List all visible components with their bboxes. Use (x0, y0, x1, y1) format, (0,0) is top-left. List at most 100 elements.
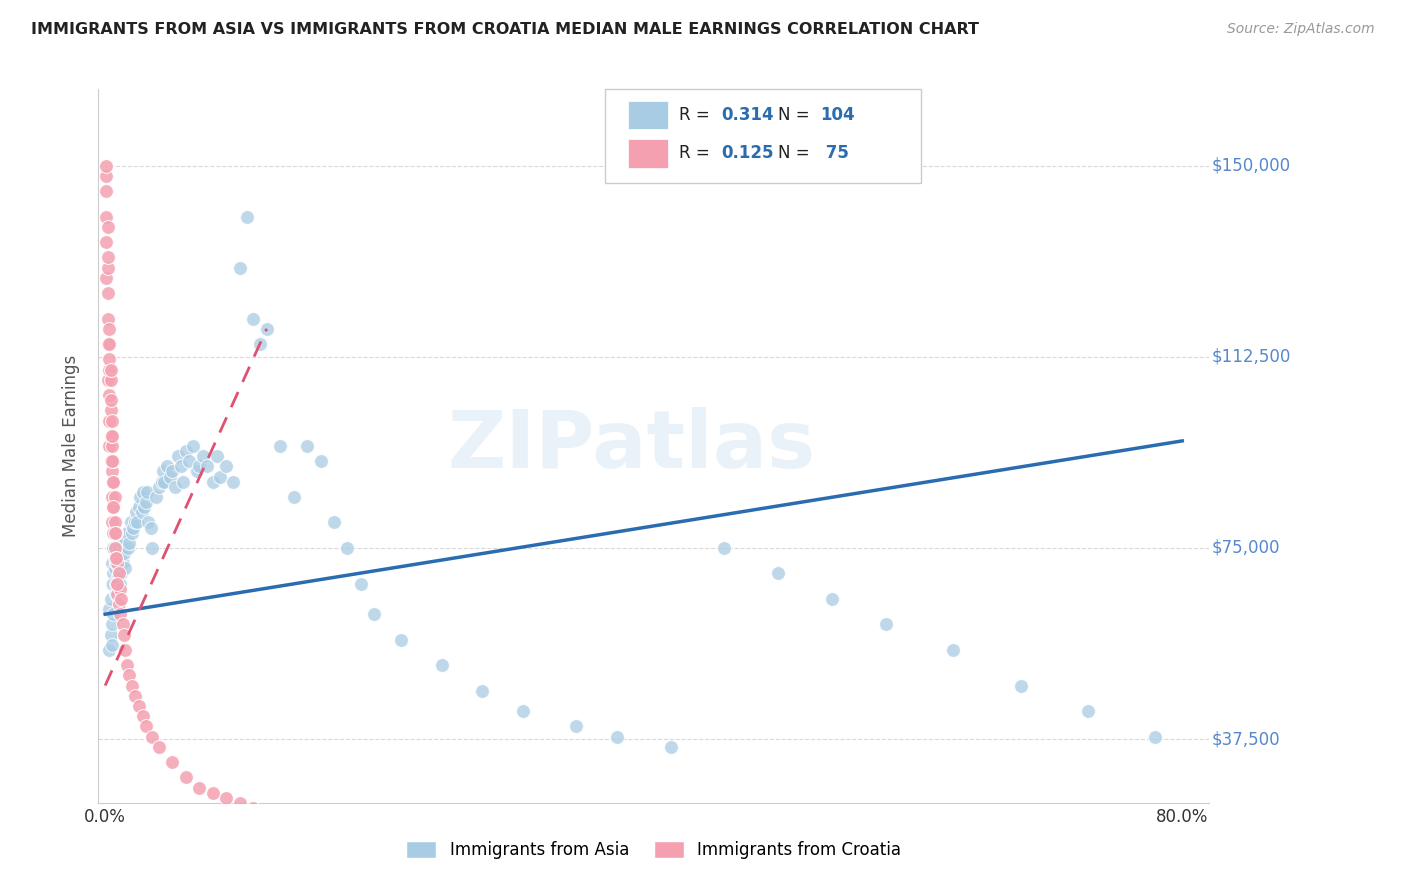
Legend: Immigrants from Asia, Immigrants from Croatia: Immigrants from Asia, Immigrants from Cr… (399, 834, 908, 866)
Point (768, 566, 790, 581)
Text: $150,000: $150,000 (1212, 157, 1291, 175)
Point (101, 454, 124, 468)
Point (112, 546, 135, 560)
Point (125, 505, 148, 519)
Point (103, 541, 125, 555)
Point (162, 755, 184, 769)
Point (101, 465, 124, 479)
Point (103, 475, 125, 489)
Point (193, 449, 215, 463)
Point (821, 591, 844, 606)
Point (100, 429, 122, 443)
Text: R =: R = (679, 145, 716, 162)
Point (139, 520, 162, 534)
Point (197, 459, 219, 474)
Point (103, 541, 125, 555)
Point (108, 582, 131, 596)
Point (145, 490, 167, 504)
Point (105, 556, 128, 570)
Point (389, 632, 412, 647)
Point (166, 449, 188, 463)
Point (97, 373, 120, 387)
Point (103, 576, 125, 591)
Point (108, 607, 131, 622)
Point (229, 260, 252, 275)
Point (201, 475, 224, 489)
Point (97, 337, 120, 351)
Point (148, 739, 170, 754)
Point (108, 551, 131, 566)
Point (111, 556, 134, 570)
Point (215, 790, 238, 805)
Point (107, 541, 129, 555)
Point (107, 591, 129, 606)
Point (100, 627, 122, 641)
Point (124, 689, 146, 703)
Point (96, 235, 118, 249)
Point (98, 413, 121, 427)
Point (165, 480, 187, 494)
Text: Source: ZipAtlas.com: Source: ZipAtlas.com (1227, 22, 1375, 37)
Point (134, 500, 156, 515)
Point (229, 796, 252, 810)
Point (96, 159, 118, 173)
Text: $75,000: $75,000 (1212, 539, 1279, 557)
Point (105, 546, 128, 560)
Point (256, 322, 278, 336)
Point (98, 643, 121, 657)
Text: 75: 75 (820, 145, 849, 162)
Point (104, 551, 127, 566)
Point (188, 459, 211, 474)
Point (103, 500, 125, 515)
Text: N =: N = (778, 145, 814, 162)
Point (128, 500, 150, 515)
Text: 104: 104 (820, 106, 855, 124)
Point (103, 490, 125, 504)
Point (105, 587, 128, 601)
Point (430, 658, 453, 673)
Point (104, 551, 127, 566)
Point (103, 500, 125, 515)
Point (114, 643, 136, 657)
Point (101, 413, 124, 427)
Point (115, 525, 138, 540)
Point (101, 490, 124, 504)
Point (713, 541, 735, 555)
Point (118, 668, 141, 682)
Point (201, 786, 224, 800)
Point (471, 683, 494, 698)
Point (152, 465, 174, 479)
Point (1077, 704, 1099, 718)
Point (103, 454, 125, 468)
Point (129, 490, 152, 504)
Point (1010, 679, 1032, 693)
Point (103, 525, 125, 540)
Point (110, 546, 132, 560)
Point (105, 572, 128, 586)
Point (121, 525, 143, 540)
Point (135, 719, 157, 733)
Point (114, 561, 136, 575)
Point (103, 551, 125, 566)
Point (103, 525, 125, 540)
Point (127, 516, 149, 530)
Point (103, 566, 125, 581)
Point (96, 270, 118, 285)
Point (96, 210, 118, 224)
Point (181, 439, 204, 453)
Point (363, 607, 385, 622)
Point (98, 388, 121, 402)
Text: 0.314: 0.314 (721, 106, 773, 124)
Point (188, 780, 211, 795)
Point (101, 617, 124, 632)
Point (97, 251, 120, 265)
Point (103, 607, 125, 622)
Point (153, 475, 176, 489)
Point (104, 556, 127, 570)
Point (117, 541, 139, 555)
Point (174, 770, 197, 784)
Point (148, 480, 170, 494)
Point (875, 617, 897, 632)
Point (215, 459, 238, 474)
Point (97, 219, 120, 234)
